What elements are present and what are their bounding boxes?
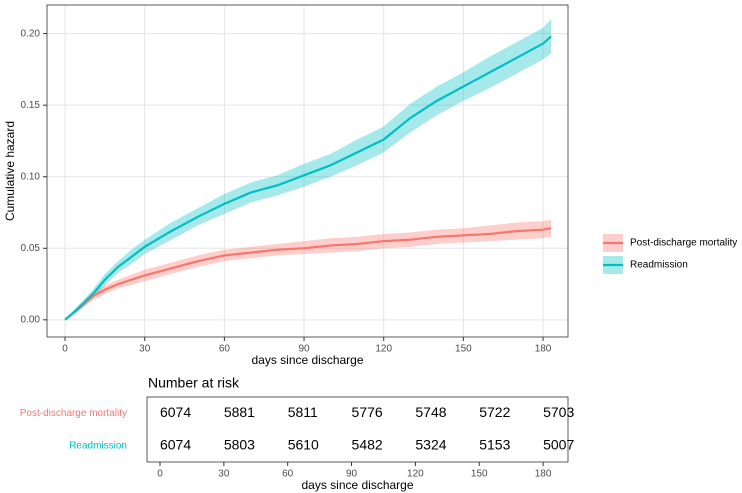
risk-count: 5153 bbox=[479, 436, 510, 452]
risk-count: 6074 bbox=[160, 404, 191, 420]
table-title: Number at risk bbox=[148, 375, 240, 391]
risk-count: 6074 bbox=[160, 436, 191, 452]
panel-border bbox=[46, 4, 569, 338]
x-tick-label: 120 bbox=[375, 344, 392, 355]
x-tick-label: 150 bbox=[455, 344, 472, 355]
confidence-band bbox=[65, 219, 552, 320]
table-panel bbox=[146, 396, 569, 463]
x-tick-label: 0 bbox=[62, 344, 68, 355]
risk-count: 5776 bbox=[352, 404, 383, 420]
risk-count: 5703 bbox=[543, 404, 574, 420]
risk-count: 5881 bbox=[224, 404, 255, 420]
x-tick-label: 60 bbox=[219, 344, 231, 355]
risk-count: 5610 bbox=[288, 436, 319, 452]
y-tick-label: 0.15 bbox=[21, 100, 41, 111]
row-label: Post-discharge mortality bbox=[20, 408, 127, 419]
confidence-band bbox=[65, 19, 552, 320]
risk-count: 5722 bbox=[479, 404, 510, 420]
y-tick-label: 0.05 bbox=[21, 243, 41, 254]
risk-count: 5324 bbox=[415, 436, 446, 452]
row-label: Readmission bbox=[69, 440, 127, 451]
x-tick-label: 180 bbox=[535, 344, 552, 355]
y-tick-label: 0.20 bbox=[21, 28, 41, 39]
y-tick-label: 0.00 bbox=[21, 314, 41, 325]
risk-count: 5748 bbox=[415, 404, 446, 420]
y-axis-label: Cumulative hazard bbox=[3, 121, 17, 221]
risk-count: 5803 bbox=[224, 436, 255, 452]
x-axis-label: days since discharge bbox=[251, 353, 363, 367]
x-tick-label: 30 bbox=[139, 344, 151, 355]
x-tick-label: 30 bbox=[218, 469, 230, 480]
legend-label: Post-discharge mortality bbox=[630, 238, 737, 249]
y-tick-label: 0.10 bbox=[21, 171, 41, 182]
x-tick-label: 0 bbox=[157, 469, 163, 480]
hazard-line bbox=[64, 35, 552, 321]
legend-label: Readmission bbox=[630, 260, 688, 271]
hazard-line bbox=[64, 227, 552, 321]
x-tick-label: 90 bbox=[298, 344, 310, 355]
x-tick-label: 60 bbox=[282, 469, 294, 480]
x-axis-label: days since discharge bbox=[301, 478, 413, 492]
x-tick-label: 150 bbox=[471, 469, 488, 480]
risk-count: 5007 bbox=[543, 436, 574, 452]
x-tick-label: 180 bbox=[535, 469, 552, 480]
x-tick-label: 90 bbox=[346, 469, 358, 480]
risk-count: 5482 bbox=[352, 436, 383, 452]
x-tick-label: 120 bbox=[407, 469, 424, 480]
plot-panel bbox=[47, 5, 568, 337]
risk-count: 5811 bbox=[288, 404, 318, 420]
